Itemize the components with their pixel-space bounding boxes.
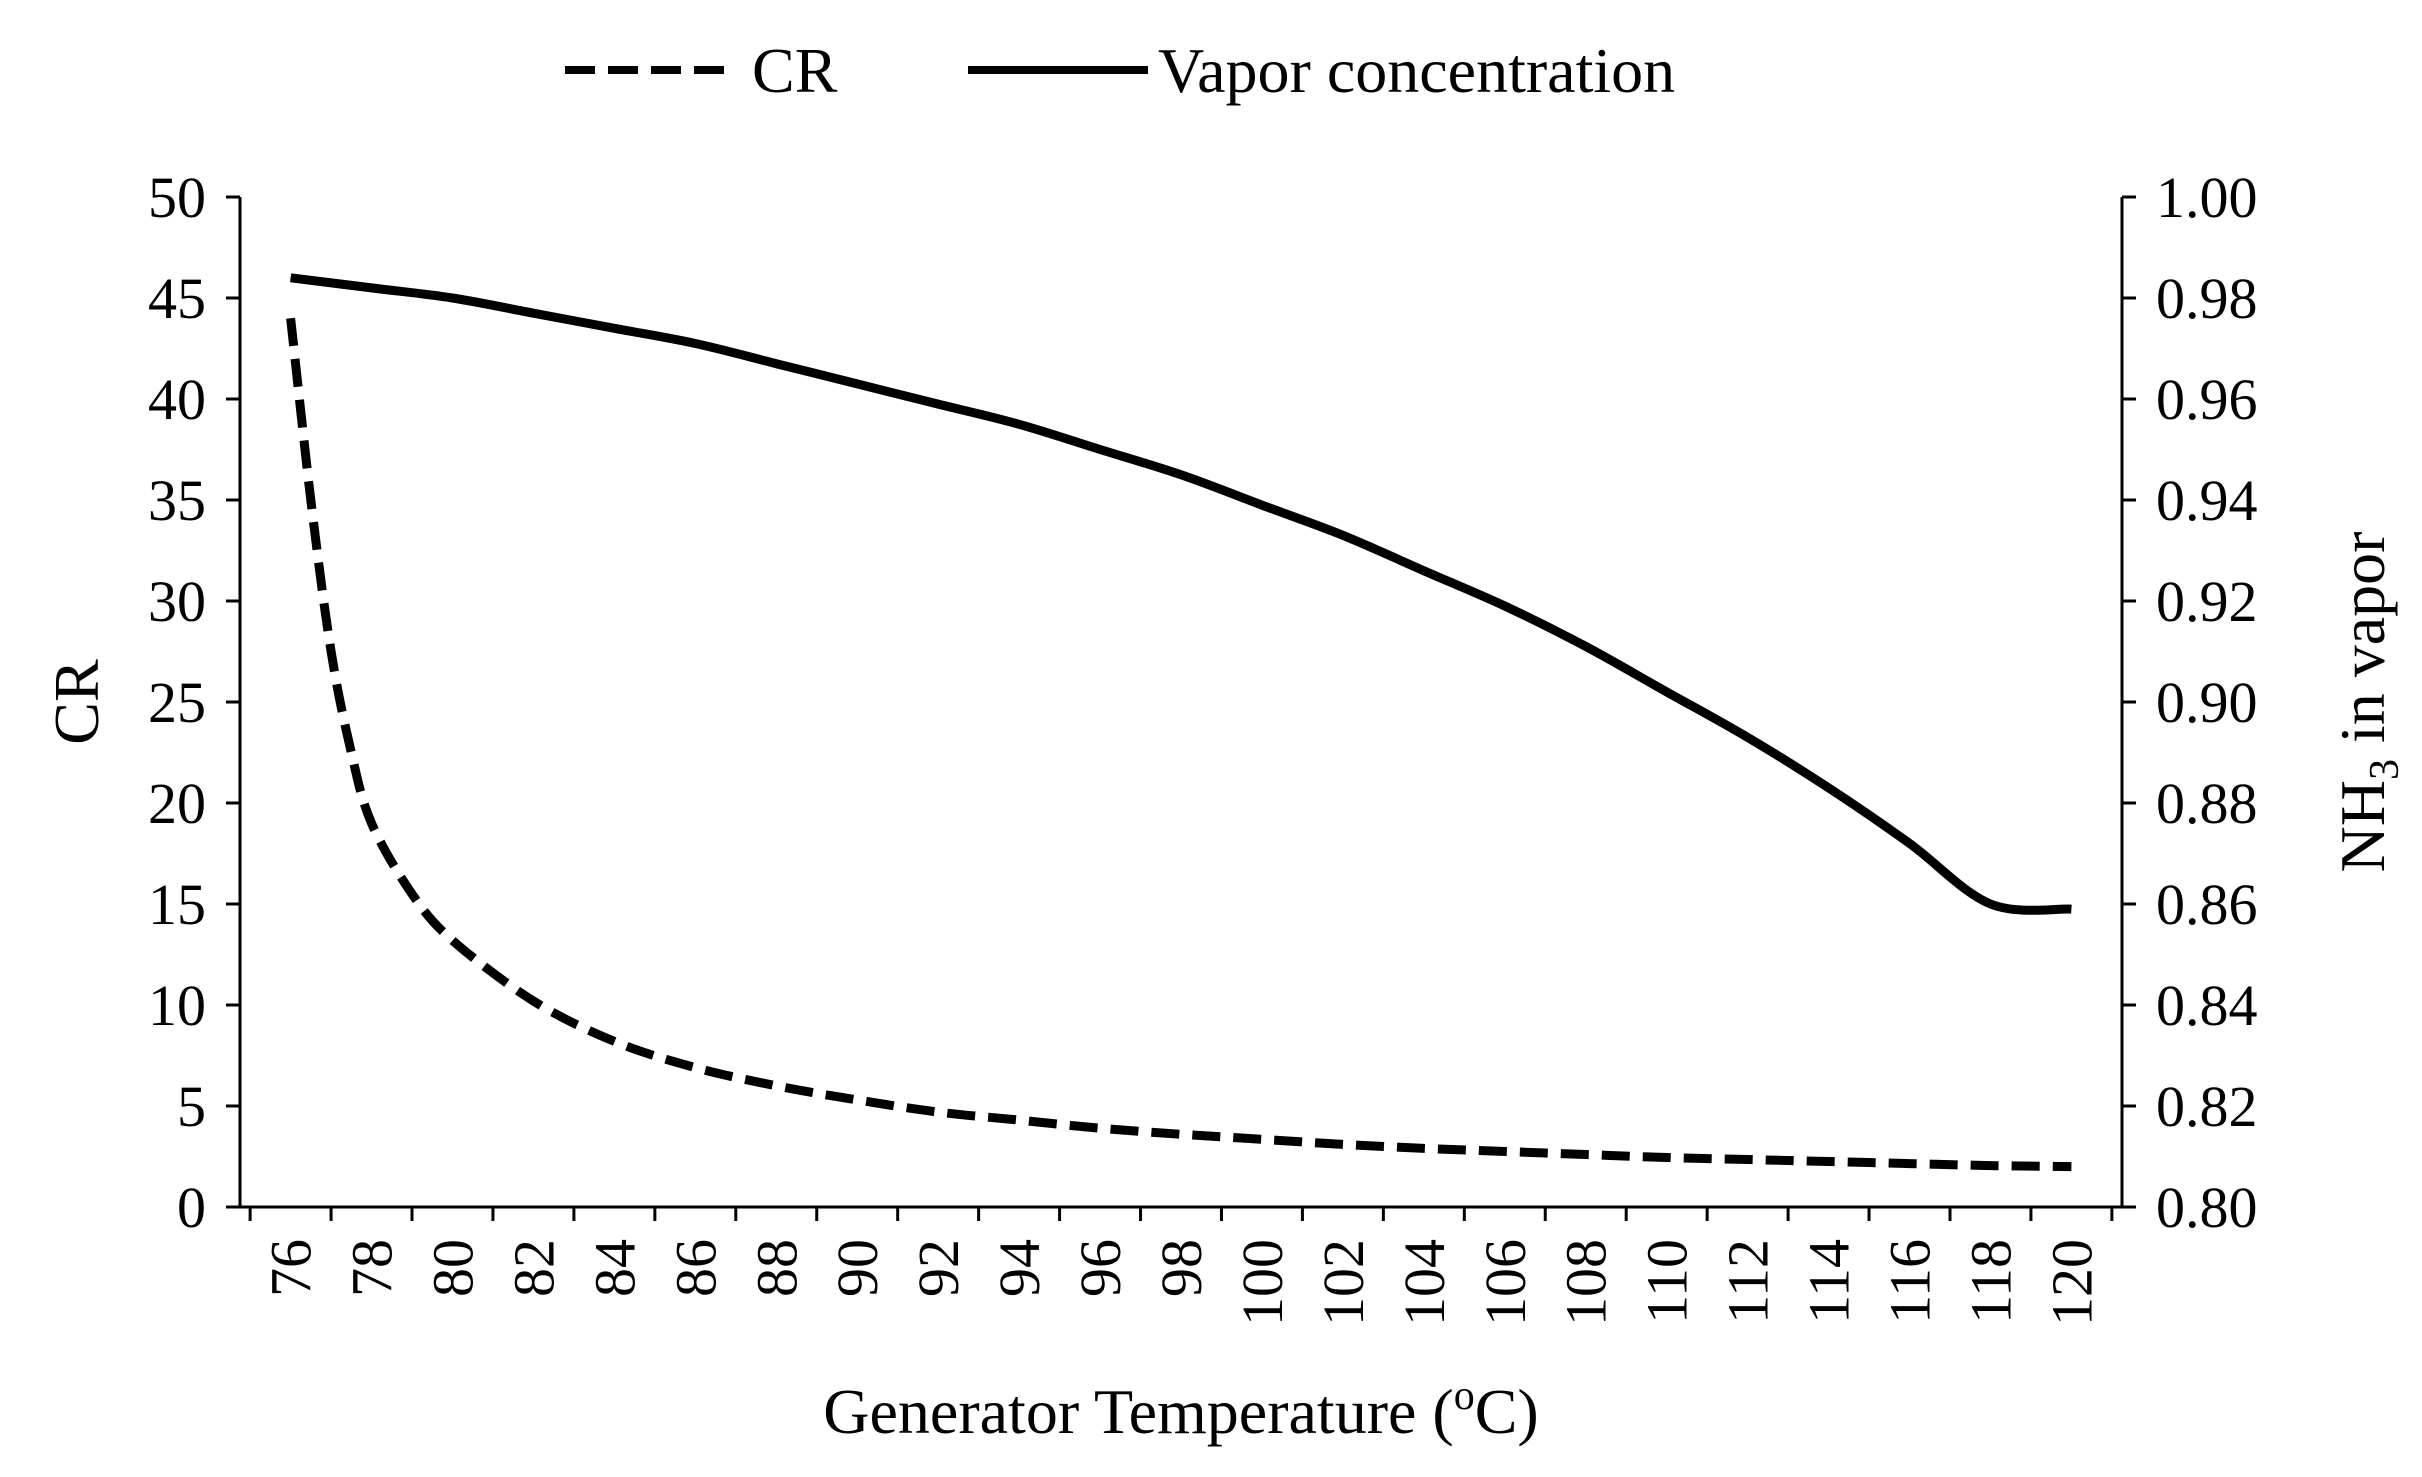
x-tick-label: 90 [825,1239,890,1297]
y-left-tick-label: 20 [148,771,206,836]
x-tick-label: 106 [1473,1239,1538,1326]
y-left-tick-label: 10 [148,973,206,1038]
x-tick-label: 96 [1068,1239,1133,1297]
legend: CR Vapor concentration [565,35,1675,106]
series-layer [286,273,2072,1172]
x-tick-label: 86 [663,1239,728,1297]
x-tick-label: 110 [1635,1239,1700,1324]
y-left-tick-label: 40 [148,367,206,432]
left-axis-ticks: 0 5 10 15 20 25 30 35 40 45 50 [148,165,240,1240]
x-axis-title: Generator Temperature (oC) [823,1373,1538,1447]
x-tick-label: 84 [582,1239,647,1297]
y-left-tick-label: 50 [148,165,206,230]
x-tick-label: 102 [1311,1239,1376,1326]
y-right-tick-label: 0.92 [2156,569,2258,634]
x-tick-label: 108 [1554,1239,1619,1326]
y-right-tick-label: 0.94 [2156,468,2258,533]
x-axis-ticks: 76 78 80 82 84 86 88 90 92 94 96 98 100 102 104 106 108 1… [248,1207,2114,1326]
x-tick-label: 76 [259,1239,324,1297]
y-right-tick-label: 0.98 [2156,266,2258,331]
y-left-tick-label: 35 [148,468,206,533]
y-right-tick-label: 0.84 [2156,973,2258,1038]
x-tick-label: 114 [1797,1239,1862,1324]
y-right-title-rest: in vapor [2327,532,2398,760]
x-tick-label: 92 [906,1239,971,1297]
y-left-axis-title: CR [41,659,112,745]
y-left-tick-label: 25 [148,670,206,735]
x-tick-label: 118 [1958,1239,2023,1324]
x-tick-label: 120 [2039,1239,2104,1326]
x-tick-label: 88 [744,1239,809,1297]
y-left-tick-label: 0 [177,1175,206,1240]
right-axis-ticks: 0.80 0.82 0.84 0.86 0.88 0.90 0.92 0.94 0.96 0.98… [2122,165,2258,1240]
y-right-tick-label: 0.96 [2156,367,2258,432]
y-left-tick-label: 30 [148,569,206,634]
y-right-title-sub: 3 [2362,759,2408,780]
x-tick-label: 116 [1878,1239,1943,1324]
x-title-main: Generator Temperature ( [823,1376,1453,1447]
x-title-sup: o [1454,1373,1475,1419]
y-right-tick-label: 0.80 [2156,1175,2258,1240]
y-right-title-main: NH [2327,780,2398,872]
y-right-axis-title: NH3 in vapor [2327,532,2408,873]
x-tick-label: 112 [1716,1239,1781,1324]
y-left-tick-label: 15 [148,872,206,937]
y-right-tick-label: 1.00 [2156,165,2258,230]
x-tick-label: 100 [1230,1239,1295,1326]
y-left-tick-label: 5 [177,1074,206,1139]
x-tick-label: 82 [501,1239,566,1297]
x-title-rest: C) [1475,1376,1539,1447]
vapor-concentration-series-line [290,273,2072,915]
x-tick-label: 94 [987,1239,1052,1297]
y-right-tick-label: 0.86 [2156,872,2258,937]
y-right-tick-label: 0.90 [2156,670,2258,735]
cr-series-line [286,317,2072,1172]
x-tick-label: 98 [1149,1239,1214,1297]
legend-vapor-label: Vapor concentration [1158,35,1675,106]
y-right-tick-label: 0.82 [2156,1074,2258,1139]
x-tick-label: 104 [1392,1239,1457,1326]
y-left-tick-label: 45 [148,266,206,331]
y-right-tick-label: 0.88 [2156,771,2258,836]
x-tick-label: 78 [340,1239,405,1297]
x-tick-label: 80 [420,1239,485,1297]
legend-cr-label: CR [752,35,838,106]
